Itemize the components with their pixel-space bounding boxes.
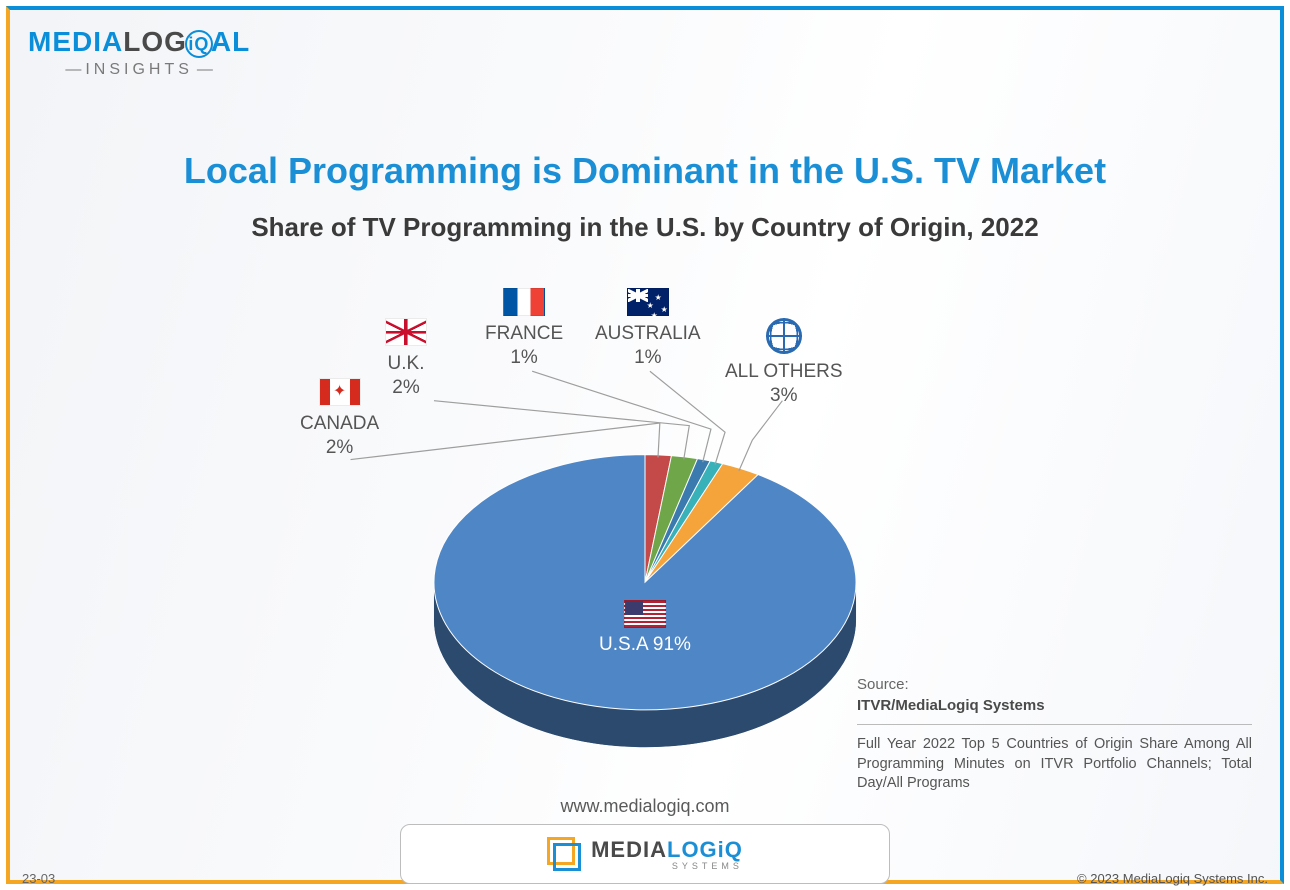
flag-france-icon bbox=[503, 288, 545, 316]
copyright: © 2023 MediaLogiq Systems Inc. bbox=[1077, 871, 1268, 886]
footer-logo-word-b: LOGiQ bbox=[667, 837, 743, 862]
pct-uk: 2% bbox=[385, 376, 427, 400]
document-id: 23-03 bbox=[22, 871, 55, 886]
chart-subtitle: Share of TV Programming in the U.S. by C… bbox=[0, 212, 1290, 243]
source-citation: Source: ITVR/MediaLogiq Systems Full Yea… bbox=[857, 676, 1252, 794]
chart-title: Local Programming is Dominant in the U.S… bbox=[0, 150, 1290, 192]
flag-uk-icon bbox=[385, 318, 427, 346]
label-australia: AUSTRALIA 1% bbox=[595, 288, 701, 370]
brand-logo-top: MEDIALOGiQAL INSIGHTS bbox=[28, 28, 250, 78]
label-france: FRANCE 1% bbox=[485, 288, 563, 370]
flag-usa-icon bbox=[624, 600, 666, 628]
label-canada: ✦ CANADA 2% bbox=[300, 378, 379, 460]
footer-logo-sub: SYSTEMS bbox=[591, 861, 743, 871]
logo-iq-badge: iQ bbox=[185, 30, 213, 58]
globe-icon bbox=[766, 318, 802, 354]
flag-canada-icon: ✦ bbox=[319, 378, 361, 406]
logo-word-log: LOG bbox=[123, 26, 187, 57]
pct-australia: 1% bbox=[595, 346, 701, 370]
source-name: ITVR/MediaLogiq Systems bbox=[857, 697, 1252, 714]
pct-others: 3% bbox=[725, 384, 843, 408]
source-note: Full Year 2022 Top 5 Countries of Origin… bbox=[857, 735, 1252, 794]
label-uk: U.K. 2% bbox=[385, 318, 427, 400]
pct-usa: 91% bbox=[653, 634, 691, 655]
pct-canada: 2% bbox=[300, 436, 379, 460]
footer-logo: MEDIALOGiQ SYSTEMS bbox=[400, 824, 890, 884]
logo-subline: INSIGHTS bbox=[28, 62, 250, 78]
flag-australia-icon bbox=[627, 288, 669, 316]
website-url: www.medialogiq.com bbox=[0, 796, 1290, 817]
label-usa: U.S.A 91% bbox=[599, 600, 691, 656]
source-divider bbox=[857, 724, 1252, 725]
logo-word-media: MEDIA bbox=[28, 26, 123, 57]
source-label: Source: bbox=[857, 676, 1252, 693]
footer-logo-icon bbox=[547, 837, 581, 871]
footer-logo-word-a: MEDIA bbox=[591, 837, 667, 862]
label-others: ALL OTHERS 3% bbox=[725, 318, 843, 408]
logo-word-al: AL bbox=[211, 26, 250, 57]
pct-france: 1% bbox=[485, 346, 563, 370]
